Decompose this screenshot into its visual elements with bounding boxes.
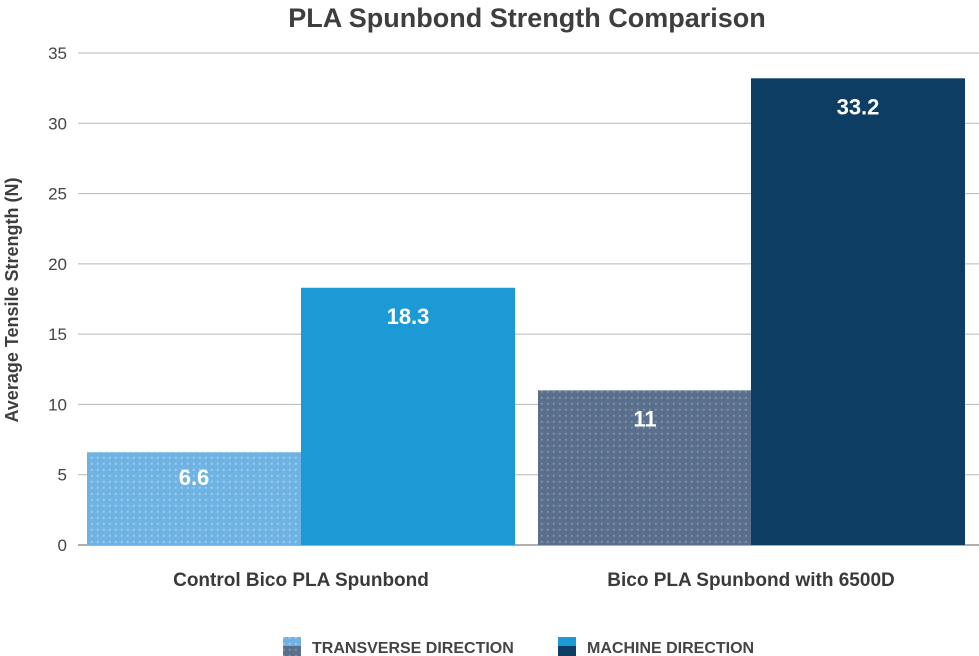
y-tick-label: 25	[48, 185, 67, 204]
data-label: 18.3	[387, 304, 430, 329]
data-label: 11	[633, 406, 656, 431]
bars	[87, 78, 965, 545]
legend-item-transverse-direction: TRANSVERSE DIRECTION	[283, 637, 514, 656]
y-tick-label: 15	[48, 325, 67, 344]
legend-swatch	[558, 637, 576, 656]
y-axis-label: Average Tensile Strength (N)	[2, 177, 22, 422]
bar	[538, 390, 752, 545]
category-label: Bico PLA Spunbond with 6500D	[607, 570, 894, 591]
bar	[751, 78, 965, 545]
legend-label: TRANSVERSE DIRECTION	[312, 640, 514, 656]
y-tick-label: 30	[48, 114, 67, 133]
chart-title: PLA Spunbond Strength Comparison	[288, 3, 765, 33]
legend-swatch-bottom	[283, 646, 301, 656]
y-tick-label: 10	[48, 395, 67, 414]
legend-swatch-top	[283, 637, 301, 646]
legend-swatch	[283, 637, 301, 656]
y-axis-ticks: 0 5 10 15 20 25 30 35	[48, 44, 67, 555]
legend: TRANSVERSE DIRECTION MACHINE DIRECTION	[283, 637, 754, 656]
category-label: Control Bico PLA Spunbond	[173, 570, 429, 591]
data-label: 33.2	[837, 94, 880, 119]
bar	[301, 287, 515, 545]
x-axis-category-labels: Control Bico PLA Spunbond Bico PLA Spunbo…	[173, 570, 895, 591]
data-label: 6.6	[179, 465, 210, 490]
legend-label: MACHINE DIRECTION	[587, 640, 754, 656]
legend-swatch-top	[558, 637, 576, 646]
legend-item-machine-direction: MACHINE DIRECTION	[558, 637, 754, 656]
bar-value-labels: 6.6 18.3 11 33.2	[179, 94, 880, 490]
y-tick-label: 5	[58, 466, 67, 485]
bar	[87, 452, 301, 545]
legend-swatch-bottom	[558, 646, 576, 656]
y-tick-label: 20	[48, 255, 67, 274]
y-tick-label: 35	[48, 44, 67, 63]
y-tick-label: 0	[58, 536, 67, 555]
